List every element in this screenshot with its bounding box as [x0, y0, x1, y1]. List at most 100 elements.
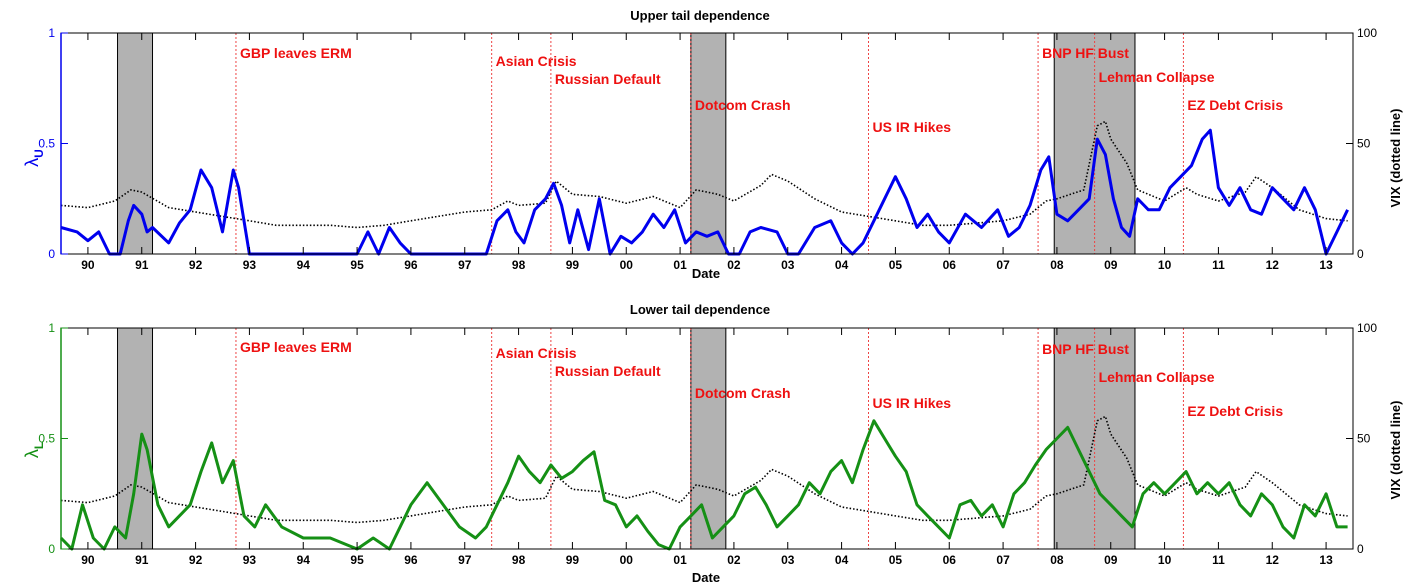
x-tick-label: 11 — [1212, 553, 1225, 567]
panel-upper-tail: Upper tail dependence GBP leaves ERM Asia… — [22, 8, 1403, 281]
x-tick-label: 00 — [620, 553, 634, 567]
event-labels: GBP leaves ERM Asian Crisis Russian Defaul… — [240, 339, 1283, 419]
y2-axis-label: VIX (dotted line) — [1388, 109, 1403, 208]
recession-shading — [117, 32, 1136, 255]
event-label: GBP leaves ERM — [240, 339, 352, 355]
x-axis-label: Date — [692, 266, 720, 281]
vix-dotted-line — [60, 415, 1348, 524]
x-tick-label: 01 — [673, 553, 687, 567]
x-tick-label: 90 — [81, 258, 95, 272]
x-tick-label: 08 — [1050, 258, 1064, 272]
x-tick-label: 11 — [1212, 258, 1225, 272]
x-tick-label: 10 — [1158, 258, 1172, 272]
y-tick-label: 0.5 — [38, 432, 55, 446]
x-tick-label: 12 — [1266, 258, 1280, 272]
panel-lower-tail: Lower tail dependence GBP leaves ERM Asia… — [22, 302, 1403, 585]
x-tick-label: 07 — [996, 553, 1010, 567]
x-tick-label: 91 — [135, 258, 149, 272]
tail-dependence-line — [59, 419, 1348, 551]
event-label: Dotcom Crash — [695, 385, 791, 401]
x-tick-label: 01 — [673, 258, 687, 272]
vix-line-path — [60, 415, 1348, 524]
x-tick-label: 95 — [350, 553, 364, 567]
panel-title: Lower tail dependence — [630, 302, 770, 317]
event-label: Russian Default — [555, 71, 661, 87]
event-lines — [235, 33, 1184, 254]
x-tick-label: 97 — [458, 258, 472, 272]
x-tick-label: 10 — [1158, 553, 1172, 567]
x-tick-label: 94 — [297, 553, 311, 567]
recession-band — [690, 327, 727, 550]
x-tick-label: 92 — [189, 553, 203, 567]
x-tick-label: 04 — [835, 553, 849, 567]
x-ticks: 90 91 92 93 94 95 96 97 98 99 00 01 02 03 04 05 06 07 08 09… — [81, 328, 1333, 567]
x-tick-label: 99 — [566, 258, 580, 272]
x-tick-label: 03 — [781, 553, 795, 567]
panel-title: Upper tail dependence — [630, 8, 769, 23]
x-tick-label: 97 — [458, 553, 472, 567]
y2-axis-label: VIX (dotted line) — [1388, 401, 1403, 500]
recession-shading — [117, 327, 1136, 550]
x-tick-label: 12 — [1266, 553, 1280, 567]
x-tick-label: 02 — [727, 258, 741, 272]
y-tick-label: 0 — [48, 247, 55, 261]
x-tick-label: 90 — [81, 553, 95, 567]
x-tick-label: 99 — [566, 553, 580, 567]
x-tick-label: 02 — [727, 553, 741, 567]
y2-tick-label: 0 — [1357, 247, 1364, 261]
x-ticks: 90 91 92 93 94 95 96 97 98 99 00 01 02 03 04 05 06 07 08 09… — [81, 33, 1333, 272]
y2-tick-label: 50 — [1357, 432, 1371, 446]
x-tick-label: 00 — [620, 258, 634, 272]
event-label: Lehman Collapse — [1099, 369, 1215, 385]
y-axis-label-main: λ — [22, 158, 42, 167]
vix-line-path — [60, 120, 1348, 229]
x-tick-label: 08 — [1050, 553, 1064, 567]
x-tick-label: 06 — [943, 258, 957, 272]
event-label: US IR Hikes — [873, 119, 952, 135]
x-tick-label: 07 — [996, 258, 1010, 272]
x-tick-label: 98 — [512, 258, 526, 272]
x-tick-label: 06 — [943, 553, 957, 567]
x-tick-label: 95 — [350, 258, 364, 272]
event-lines — [235, 328, 1184, 549]
y-tick-label: 1 — [48, 321, 55, 335]
x-tick-label: 94 — [297, 258, 311, 272]
x-tick-label: 05 — [889, 553, 903, 567]
vix-dotted-line — [60, 120, 1348, 229]
recession-band — [690, 32, 727, 255]
event-label: Russian Default — [555, 363, 661, 379]
x-tick-label: 98 — [512, 553, 526, 567]
y2-tick-label: 50 — [1357, 137, 1371, 151]
x-tick-label: 92 — [189, 258, 203, 272]
x-tick-label: 93 — [243, 553, 257, 567]
event-label: Dotcom Crash — [695, 97, 791, 113]
event-label: GBP leaves ERM — [240, 45, 352, 61]
event-label: Asian Crisis — [496, 53, 577, 69]
x-tick-label: 09 — [1104, 553, 1118, 567]
recession-band — [117, 327, 154, 550]
y-axis-label-sub: L — [32, 442, 46, 449]
y-tick-label: 0.5 — [38, 137, 55, 151]
x-tick-label: 13 — [1319, 553, 1333, 567]
event-label: US IR Hikes — [873, 395, 952, 411]
x-tick-label: 93 — [243, 258, 257, 272]
y2-tick-label: 100 — [1357, 26, 1377, 40]
y-axis-label-main: λ — [22, 449, 42, 458]
x-tick-label: 04 — [835, 258, 849, 272]
y2-ticks: 0 50 100 — [1346, 26, 1377, 261]
y-ticks: 00.51 — [38, 321, 68, 556]
event-label: EZ Debt Crisis — [1187, 403, 1283, 419]
y-axis-label: λU — [22, 149, 46, 167]
x-tick-label: 96 — [404, 258, 418, 272]
y-axis-label-sub: U — [32, 149, 46, 158]
x-tick-label: 96 — [404, 553, 418, 567]
y-tick-label: 0 — [48, 542, 55, 556]
event-label: Lehman Collapse — [1099, 69, 1215, 85]
event-label: BNP HF Bust — [1042, 341, 1129, 357]
event-label: BNP HF Bust — [1042, 45, 1129, 61]
event-label: EZ Debt Crisis — [1187, 97, 1283, 113]
x-tick-label: 91 — [135, 553, 149, 567]
y2-tick-label: 0 — [1357, 542, 1364, 556]
event-labels: GBP leaves ERM Asian Crisis Russian Defaul… — [240, 45, 1283, 135]
